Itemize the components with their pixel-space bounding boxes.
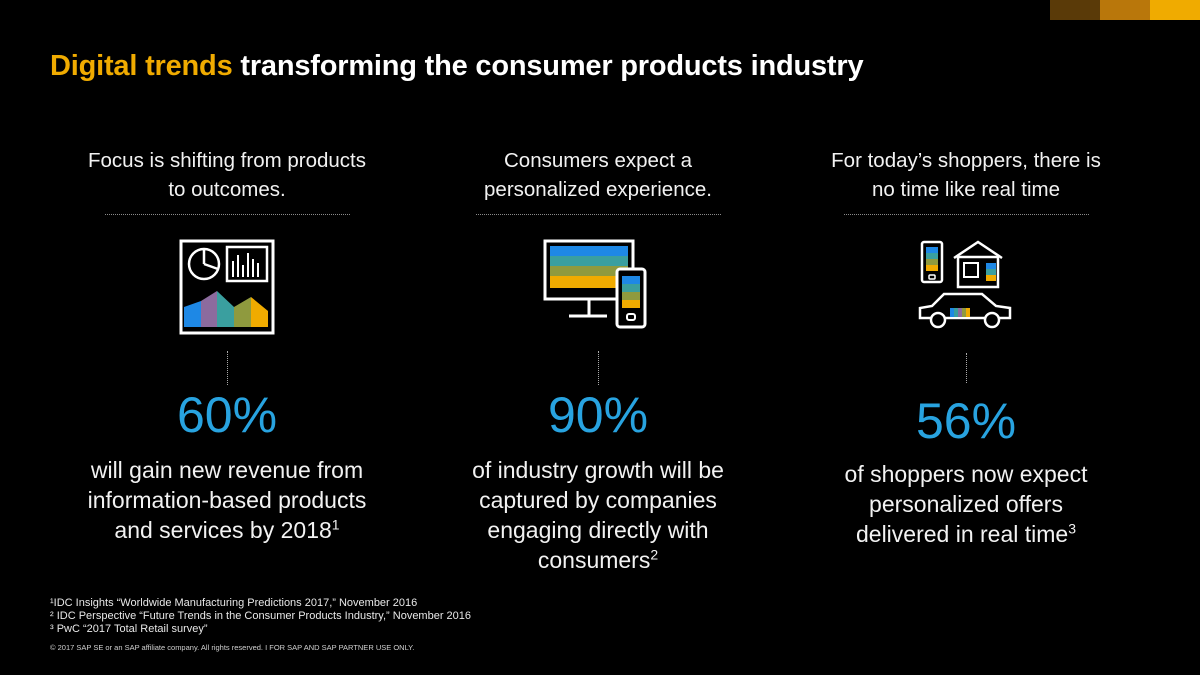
phone-house-car-icon [918,240,1012,329]
footnote-ref: 1 [331,516,340,533]
dotted-connector [226,351,228,385]
trend-column-products-to-outcomes: Focus is shifting from products to outco… [57,146,397,545]
stat-description: will gain new revenue from information-b… [57,455,397,545]
corner-bar-light [1150,0,1200,20]
stat-value: 90% [547,387,649,443]
dotted-connector [597,351,599,385]
column-heading: For today’s shoppers, there is no time l… [796,146,1136,204]
desc-line: and services by 2018 [114,517,332,543]
dotted-divider [104,214,350,215]
heading-line: to outcomes. [168,178,286,201]
dotted-divider [475,214,721,215]
desc-line: consumers [537,547,651,573]
desc-line-last: and services by 20181 [57,515,397,545]
desc-line: of shoppers now expect [844,461,1088,487]
slide-title: Digital trends transforming the consumer… [50,50,864,83]
heading-line: personalized experience. [484,178,712,201]
stat-value: 56% [915,393,1017,449]
corner-bar-dark [1050,0,1100,20]
heading-line: Focus is shifting from products [88,149,366,172]
footnote-ref: 3 [1068,520,1076,537]
desc-line: captured by companies [479,487,717,513]
dotted-divider [843,214,1089,215]
stat-description: of shoppers now expect personalized offe… [796,459,1136,549]
footnote: ² IDC Perspective “Future Trends in the … [50,610,472,622]
footnote: ¹IDC Insights “Worldwide Manufacturing P… [50,597,418,609]
heading-line: For today’s shoppers, there is [831,149,1101,172]
monitor-and-phone-icon [543,239,647,329]
copyright-notice: © 2017 SAP SE or an SAP affiliate compan… [50,643,415,652]
dotted-connector [965,353,967,383]
footnote: ³ PwC “2017 Total Retail survey” [50,623,208,635]
title-rest: transforming the consumer products indus… [232,50,864,82]
desc-line: engaging directly with [487,517,709,543]
corner-bar-mid [1100,0,1150,20]
stat-description: of industry growth will be captured by c… [428,455,768,575]
heading-line: Consumers expect a [503,149,692,172]
desc-line: will gain new revenue from [90,457,364,483]
trend-column-real-time: For today’s shoppers, there is no time l… [796,146,1136,549]
footnote-ref: 2 [650,546,659,563]
column-heading: Focus is shifting from products to outco… [57,146,397,204]
trend-column-personalized-experience: Consumers expect a personalized experien… [428,146,768,575]
column-heading: Consumers expect a personalized experien… [428,146,768,204]
icon-container [796,233,1136,343]
desc-line-last: delivered in real time3 [796,519,1136,549]
desc-line: information-based products [87,487,367,513]
heading-line: no time like real time [872,178,1060,201]
desc-line-last: consumers2 [428,545,768,575]
corner-color-bar [1050,0,1200,20]
title-accent: Digital trends [50,50,233,82]
icon-container [428,232,768,342]
footnotes: ¹IDC Insights “Worldwide Manufacturing P… [50,597,471,636]
icon-container [57,232,397,342]
desc-line: personalized offers [869,491,1063,517]
desc-line: of industry growth will be [472,457,724,483]
desc-line: delivered in real time [855,521,1069,547]
dashboard-icon [179,239,275,335]
stat-value: 60% [176,387,278,443]
